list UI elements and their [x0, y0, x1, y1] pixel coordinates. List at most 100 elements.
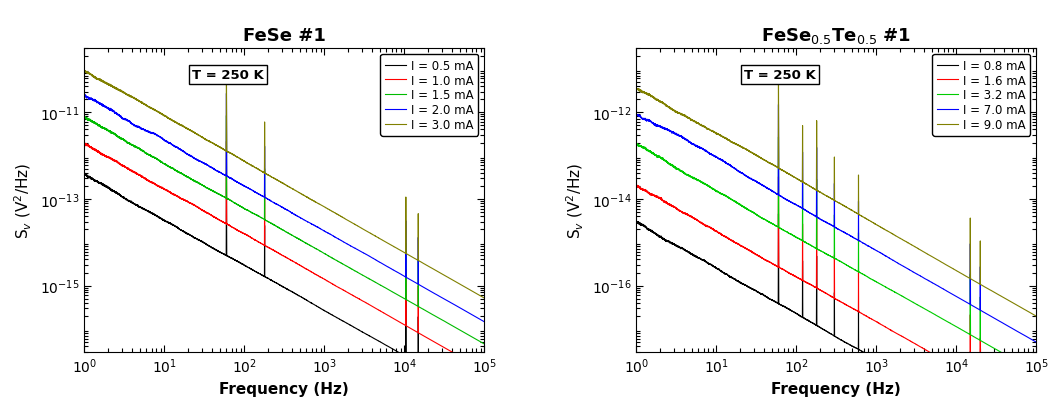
- I = 9.0 mA: [890, 234, 903, 239]
- I = 3.0 mA: [338, 216, 350, 221]
- I = 0.8 mA: [929, 390, 942, 395]
- I = 1.0 mA: [377, 310, 389, 315]
- I = 0.5 mA: [78, 171, 90, 176]
- I = 1.6 mA: [630, 184, 643, 189]
- I = 1.6 mA: [783, 271, 795, 276]
- I = 7.0 mA: [870, 248, 883, 253]
- I = 0.8 mA: [703, 262, 715, 267]
- I = 3.2 mA: [929, 312, 942, 317]
- Y-axis label: S$_v$ (V$^2$/Hz): S$_v$ (V$^2$/Hz): [13, 162, 35, 238]
- Y-axis label: S$_v$ (V$^2$/Hz): S$_v$ (V$^2$/Hz): [565, 162, 586, 238]
- I = 7.0 mA: [958, 299, 971, 304]
- I = 1.0 mA: [230, 228, 243, 233]
- I = 3.0 mA: [78, 69, 90, 74]
- I = 9.0 mA: [1030, 314, 1043, 319]
- I = 3.0 mA: [220, 67, 232, 72]
- I = 0.5 mA: [318, 308, 330, 313]
- I = 7.0 mA: [783, 199, 795, 204]
- I = 1.5 mA: [478, 342, 490, 346]
- I = 1.6 mA: [772, 175, 785, 180]
- Line: I = 2.0 mA: I = 2.0 mA: [84, 94, 484, 322]
- I = 3.2 mA: [783, 231, 795, 236]
- I = 7.0 mA: [703, 151, 715, 155]
- I = 1.6 mA: [929, 353, 942, 358]
- Line: I = 7.0 mA: I = 7.0 mA: [636, 105, 1036, 342]
- I = 3.2 mA: [958, 330, 971, 335]
- I = 1.6 mA: [870, 319, 883, 324]
- Legend: I = 0.8 mA, I = 1.6 mA, I = 3.2 mA, I = 7.0 mA, I = 9.0 mA: I = 0.8 mA, I = 1.6 mA, I = 3.2 mA, I = …: [932, 55, 1030, 136]
- I = 2.0 mA: [377, 262, 389, 267]
- X-axis label: Frequency (Hz): Frequency (Hz): [771, 381, 902, 396]
- Line: I = 3.2 mA: I = 3.2 mA: [636, 138, 1036, 372]
- I = 1.6 mA: [703, 225, 715, 230]
- I = 2.0 mA: [230, 180, 243, 185]
- I = 3.0 mA: [407, 256, 420, 261]
- I = 3.0 mA: [377, 238, 389, 243]
- I = 3.2 mA: [772, 135, 785, 140]
- I = 1.6 mA: [890, 331, 903, 336]
- I = 2.0 mA: [220, 92, 232, 97]
- I = 2.0 mA: [150, 133, 163, 138]
- I = 3.2 mA: [630, 143, 643, 148]
- I = 7.0 mA: [929, 282, 942, 287]
- I = 1.0 mA: [478, 368, 490, 373]
- I = 7.0 mA: [630, 112, 643, 117]
- I = 3.0 mA: [230, 155, 243, 160]
- I = 1.6 mA: [958, 370, 971, 375]
- X-axis label: Frequency (Hz): Frequency (Hz): [219, 381, 349, 396]
- Line: I = 9.0 mA: I = 9.0 mA: [636, 79, 1036, 316]
- I = 0.8 mA: [890, 369, 903, 373]
- I = 1.0 mA: [318, 277, 330, 282]
- Legend: I = 0.5 mA, I = 1.0 mA, I = 1.5 mA, I = 2.0 mA, I = 3.0 mA: I = 0.5 mA, I = 1.0 mA, I = 1.5 mA, I = …: [380, 55, 479, 136]
- Line: I = 1.5 mA: I = 1.5 mA: [84, 116, 484, 344]
- I = 7.0 mA: [772, 103, 785, 108]
- I = 1.5 mA: [78, 115, 90, 119]
- I = 3.0 mA: [150, 109, 163, 114]
- Line: I = 0.8 mA: I = 0.8 mA: [636, 214, 1036, 409]
- Line: I = 1.6 mA: I = 1.6 mA: [636, 178, 1036, 409]
- I = 9.0 mA: [703, 127, 715, 132]
- Text: T = 250 K: T = 250 K: [745, 69, 816, 82]
- Line: I = 1.0 mA: I = 1.0 mA: [84, 142, 484, 371]
- I = 3.2 mA: [703, 184, 715, 189]
- I = 1.5 mA: [220, 114, 232, 119]
- I = 1.0 mA: [220, 139, 232, 144]
- I = 1.5 mA: [230, 202, 243, 207]
- I = 0.5 mA: [478, 399, 490, 404]
- I = 1.5 mA: [377, 284, 389, 289]
- I = 0.8 mA: [958, 407, 971, 409]
- I = 1.5 mA: [338, 263, 350, 267]
- I = 2.0 mA: [407, 279, 420, 284]
- I = 2.0 mA: [78, 93, 90, 98]
- I = 1.5 mA: [150, 157, 163, 162]
- I = 0.5 mA: [407, 358, 420, 363]
- I = 0.8 mA: [870, 357, 883, 362]
- I = 9.0 mA: [772, 76, 785, 81]
- I = 0.5 mA: [150, 214, 163, 219]
- Line: I = 3.0 mA: I = 3.0 mA: [84, 69, 484, 298]
- I = 1.0 mA: [407, 328, 420, 333]
- I = 0.8 mA: [783, 307, 795, 312]
- Line: I = 0.5 mA: I = 0.5 mA: [84, 173, 484, 401]
- I = 3.2 mA: [1030, 370, 1043, 375]
- I = 3.0 mA: [318, 205, 330, 210]
- I = 9.0 mA: [929, 256, 942, 261]
- I = 1.0 mA: [150, 184, 163, 189]
- I = 7.0 mA: [1030, 340, 1043, 345]
- Text: T = 250 K: T = 250 K: [193, 69, 264, 82]
- I = 2.0 mA: [338, 240, 350, 245]
- I = 0.5 mA: [230, 259, 243, 264]
- I = 3.2 mA: [870, 280, 883, 285]
- Title: FeSe #1: FeSe #1: [243, 27, 326, 45]
- I = 9.0 mA: [870, 222, 883, 227]
- I = 9.0 mA: [783, 173, 795, 178]
- I = 3.0 mA: [478, 296, 490, 301]
- I = 0.5 mA: [338, 319, 350, 324]
- I = 1.5 mA: [318, 251, 330, 256]
- I = 1.5 mA: [407, 301, 420, 306]
- I = 1.0 mA: [338, 288, 350, 293]
- I = 7.0 mA: [890, 260, 903, 265]
- I = 9.0 mA: [958, 274, 971, 279]
- I = 0.8 mA: [630, 220, 643, 225]
- I = 9.0 mA: [630, 87, 643, 92]
